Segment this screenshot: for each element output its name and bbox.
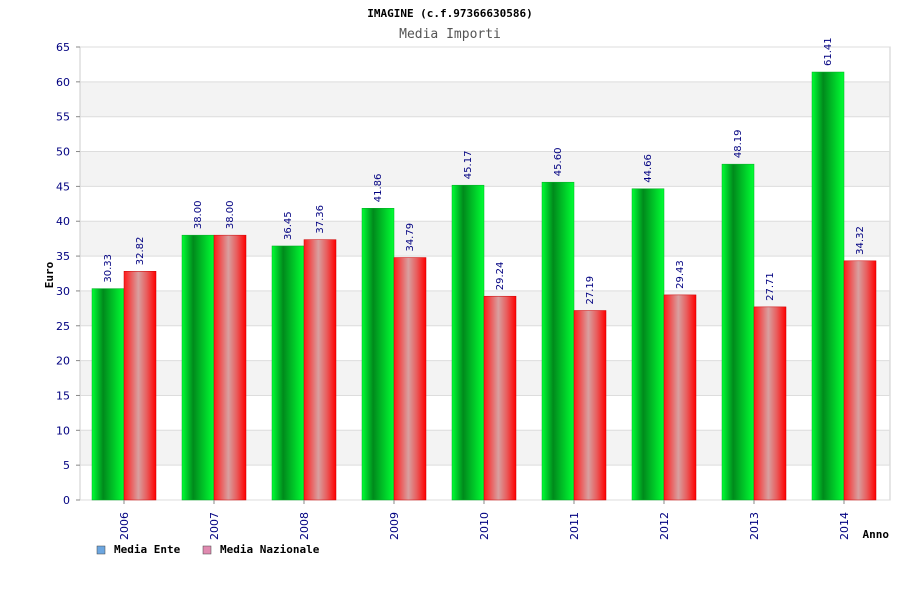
bar-media-nazionale-2009 — [393, 257, 427, 501]
chart-title: IMAGINE (c.f.97366630586) — [367, 7, 533, 20]
y-axis-ticks: 0 5 10 15 20 25 30 35 40 45 50 55 60 65 — [56, 41, 80, 507]
bar-media-ente-2006 — [91, 288, 125, 501]
bar-media-ente-2014 — [811, 71, 845, 501]
value-label: 29.24 — [495, 262, 506, 291]
value-label: 30.33 — [103, 254, 114, 283]
value-label: 48.19 — [733, 130, 744, 159]
value-label: 38.00 — [193, 201, 204, 230]
x-tick-label: 2007 — [208, 512, 221, 540]
value-label: 41.86 — [373, 174, 384, 203]
legend-swatch — [96, 545, 106, 555]
chart-subtitle: Media Importi — [399, 27, 501, 42]
y-tick-label: 50 — [56, 146, 70, 159]
value-label: 36.45 — [283, 211, 294, 240]
value-label: 61.41 — [823, 37, 834, 66]
bar-media-ente-2012 — [631, 188, 665, 501]
y-tick-label: 10 — [56, 424, 70, 437]
grid-band — [80, 81, 890, 117]
value-label: 45.17 — [463, 151, 474, 180]
y-tick-label: 45 — [56, 180, 70, 193]
y-tick-label: 30 — [56, 285, 70, 298]
bar-media-ente-2011 — [541, 181, 575, 501]
bar-media-ente-2007 — [181, 234, 215, 501]
bar-media-ente-2013 — [721, 163, 755, 501]
y-tick-label: 60 — [56, 76, 70, 89]
y-tick-label: 35 — [56, 250, 70, 263]
x-tick-label: 2013 — [748, 512, 761, 540]
bar-media-nazionale-2012 — [663, 294, 697, 501]
bars-group — [91, 71, 877, 501]
y-tick-label: 25 — [56, 320, 70, 333]
value-labels-group: 30.33 32.82 38.00 38.00 36.45 37.36 41.86 34.79… — [103, 37, 866, 304]
bar-media-ente-2008 — [271, 245, 305, 501]
grid-band — [80, 151, 890, 187]
legend-label: Media Ente — [114, 543, 181, 556]
bar-media-ente-2010 — [451, 184, 485, 501]
y-tick-label: 5 — [63, 459, 70, 472]
value-label: 34.32 — [855, 226, 866, 255]
x-tick-label: 2006 — [118, 512, 131, 540]
legend-label: Media Nazionale — [220, 543, 320, 556]
x-axis-ticks: 2006 2007 2008 2009 2010 2011 2012 2013 2014 — [118, 500, 851, 540]
x-tick-label: 2010 — [478, 512, 491, 540]
bar-media-nazionale-2007 — [213, 234, 247, 501]
y-axis-label: Euro — [43, 261, 56, 288]
value-label: 45.60 — [553, 148, 564, 177]
bar-media-nazionale-2013 — [753, 306, 787, 501]
x-axis-label: Anno — [863, 528, 890, 541]
y-tick-label: 55 — [56, 111, 70, 124]
legend-swatch — [202, 545, 212, 555]
x-tick-label: 2009 — [388, 512, 401, 540]
value-label: 37.36 — [315, 205, 326, 234]
x-tick-label: 2014 — [838, 512, 851, 540]
value-label: 27.71 — [765, 272, 776, 301]
y-tick-label: 15 — [56, 389, 70, 402]
value-label: 27.19 — [585, 276, 596, 305]
value-label: 29.43 — [675, 260, 686, 289]
bar-media-nazionale-2011 — [573, 310, 607, 501]
value-label: 32.82 — [135, 237, 146, 266]
y-tick-label: 65 — [56, 41, 70, 54]
bar-media-nazionale-2010 — [483, 295, 517, 501]
bar-media-ente-2009 — [361, 208, 395, 501]
y-tick-label: 20 — [56, 355, 70, 368]
value-label: 44.66 — [643, 154, 654, 183]
bar-media-nazionale-2014 — [843, 260, 877, 501]
legend: Media Ente Media Nazionale — [96, 543, 320, 556]
x-tick-label: 2011 — [568, 512, 581, 540]
bar-media-nazionale-2008 — [303, 239, 337, 501]
value-label: 34.79 — [405, 223, 416, 252]
x-tick-label: 2008 — [298, 512, 311, 540]
value-label: 38.00 — [225, 201, 236, 230]
y-tick-label: 0 — [63, 494, 70, 507]
bar-media-nazionale-2006 — [123, 271, 157, 501]
x-tick-label: 2012 — [658, 512, 671, 540]
y-tick-label: 40 — [56, 215, 70, 228]
